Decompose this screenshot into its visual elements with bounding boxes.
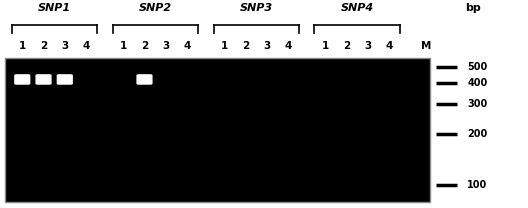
Text: 300: 300 — [467, 99, 487, 109]
Text: 200: 200 — [467, 129, 487, 139]
Text: 400: 400 — [467, 78, 487, 88]
Text: 4: 4 — [284, 41, 291, 51]
Text: 3: 3 — [263, 41, 270, 51]
Text: 2: 2 — [343, 41, 350, 51]
FancyBboxPatch shape — [36, 75, 51, 84]
FancyBboxPatch shape — [58, 75, 72, 84]
Text: 3: 3 — [61, 41, 69, 51]
Text: 3: 3 — [364, 41, 371, 51]
Text: bp: bp — [465, 3, 480, 13]
Text: SNP3: SNP3 — [240, 3, 272, 13]
Text: 500: 500 — [467, 62, 487, 72]
Text: 2: 2 — [242, 41, 249, 51]
Text: SNP1: SNP1 — [37, 3, 71, 13]
Text: 1: 1 — [120, 41, 127, 51]
Text: 1: 1 — [322, 41, 329, 51]
Text: SNP2: SNP2 — [138, 3, 172, 13]
FancyBboxPatch shape — [15, 75, 30, 84]
Text: 1: 1 — [18, 41, 26, 51]
Text: 2: 2 — [40, 41, 47, 51]
Text: SNP4: SNP4 — [341, 3, 374, 13]
Text: 1: 1 — [221, 41, 228, 51]
Text: 2: 2 — [141, 41, 148, 51]
Text: 4: 4 — [82, 41, 90, 51]
Text: 4: 4 — [183, 41, 191, 51]
Bar — [5, 58, 430, 202]
Text: 3: 3 — [162, 41, 169, 51]
Text: 100: 100 — [467, 180, 487, 190]
FancyBboxPatch shape — [137, 75, 152, 84]
Text: 4: 4 — [385, 41, 392, 51]
Text: M: M — [421, 41, 431, 51]
